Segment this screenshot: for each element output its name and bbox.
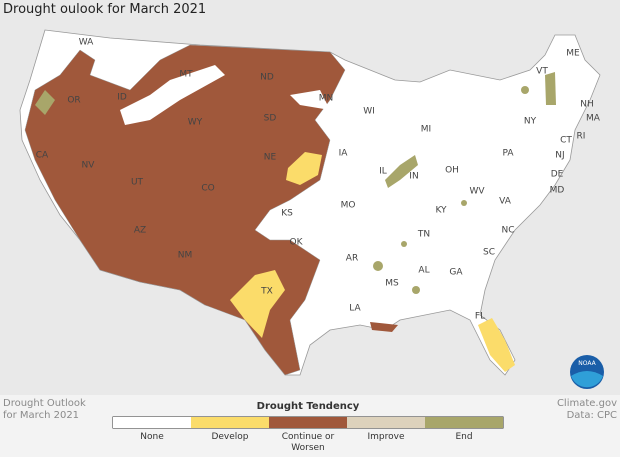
drought-develop-region	[478, 318, 515, 372]
drought-end-region	[385, 155, 418, 188]
state-label: OR	[67, 96, 80, 106]
state-label: PA	[502, 149, 514, 159]
state-label: MS	[385, 279, 399, 289]
state-labels: WA OR CA NV ID MT WY UT AZ NM CO ND SD NE KS OK TX MN IA MO…	[36, 38, 601, 322]
state-label: IN	[409, 172, 418, 182]
state-label: NH	[580, 100, 594, 110]
legend-swatch	[269, 417, 347, 428]
state-label: SC	[483, 248, 495, 258]
footer-right: Climate.gov Data: CPC	[557, 398, 617, 422]
state-label: DE	[551, 170, 564, 180]
state-label: WI	[363, 107, 375, 117]
legend-label: None	[140, 432, 164, 442]
state-label: UT	[131, 178, 144, 188]
state-label: NY	[524, 117, 537, 127]
state-label: LA	[349, 304, 361, 314]
legend-label: Develop	[211, 432, 249, 442]
state-label: MN	[319, 94, 334, 104]
state-label: AZ	[134, 226, 146, 236]
state-label: CO	[201, 184, 214, 194]
state-label: KS	[281, 209, 293, 219]
state-label: NJ	[555, 151, 564, 161]
state-label: WY	[188, 118, 203, 128]
state-label: ND	[260, 73, 274, 83]
state-label: KY	[435, 206, 447, 216]
drought-end-spot	[373, 261, 383, 271]
drought-end-spot	[521, 86, 529, 94]
state-label: IA	[339, 149, 349, 159]
footer-line: for March 2021	[3, 410, 80, 421]
legend-swatch	[191, 417, 269, 428]
state-label: NE	[264, 153, 277, 163]
state-label: MA	[586, 114, 601, 124]
drought-end-region	[35, 90, 55, 115]
state-label: WV	[469, 187, 485, 197]
no-drought-patch	[290, 90, 330, 110]
footer-line: Climate.gov	[556, 398, 617, 409]
state-label: SD	[264, 114, 277, 124]
legend-label: Continue or Worsen	[281, 432, 335, 453]
state-label: NC	[501, 226, 514, 236]
noaa-logo-wave	[571, 371, 603, 388]
drought-develop-region	[286, 152, 322, 185]
footer-line: Data: CPC	[566, 410, 617, 421]
legend-label: Improve	[367, 432, 405, 442]
state-label: NM	[178, 251, 193, 261]
state-label: AL	[418, 266, 429, 276]
state-label: IL	[379, 167, 387, 177]
state-label: VA	[499, 197, 512, 207]
legend-swatch	[347, 417, 425, 428]
state-label: MT	[179, 70, 193, 80]
state-label: ME	[566, 49, 580, 59]
state-label: AR	[346, 254, 358, 264]
state-label: MO	[341, 201, 356, 211]
state-label: TX	[260, 287, 273, 297]
drought-continue-region	[370, 322, 398, 332]
legend-label: End	[455, 432, 473, 442]
state-label: MD	[550, 186, 565, 196]
legend-swatches	[113, 417, 503, 428]
state-label: MI	[421, 125, 431, 135]
state-label: OH	[445, 166, 459, 176]
state-label: RI	[577, 132, 586, 142]
footer-left: Drought Outlook for March 2021	[3, 398, 86, 422]
logo-text: NOAA	[578, 360, 596, 367]
state-label: TN	[417, 230, 430, 240]
drought-end-spot	[412, 286, 420, 294]
legend-swatch	[113, 417, 191, 428]
state-label: GA	[449, 268, 463, 278]
state-label: OK	[290, 238, 304, 248]
state-label: NV	[82, 161, 96, 171]
no-drought-patch	[120, 65, 225, 125]
state-label: FL	[475, 312, 485, 322]
state-label: VT	[536, 67, 548, 77]
state-label: CA	[36, 151, 49, 161]
legend-swatch	[425, 417, 503, 428]
state-label: ID	[117, 93, 127, 103]
drought-end-spot	[461, 200, 467, 206]
drought-develop-region	[230, 270, 285, 338]
state-label: CT	[560, 136, 572, 146]
title: Drought oulook for March 2021	[3, 2, 206, 17]
drought-end-region	[545, 72, 556, 105]
state-label: WA	[79, 38, 94, 48]
footer-line: Drought Outlook	[3, 398, 86, 409]
legend-title: Drought Tendency	[257, 401, 360, 412]
drought-end-spot	[401, 241, 407, 247]
